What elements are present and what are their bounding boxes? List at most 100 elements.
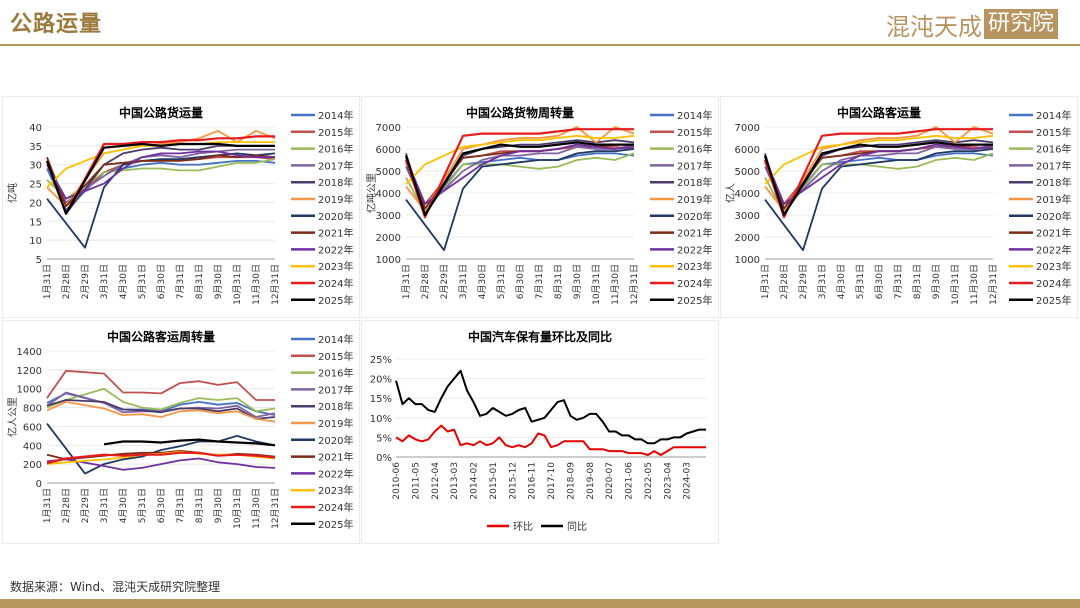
legend-label: 2019年 xyxy=(318,193,353,206)
y-tick-label: 30 xyxy=(29,161,42,172)
legend-label: 2024年 xyxy=(318,501,353,514)
x-tick-label: 8月31日 xyxy=(194,264,205,299)
y-tick-label: 5000 xyxy=(376,167,401,178)
legend-label: 2021年 xyxy=(318,451,353,464)
series-line-2025年 xyxy=(763,141,993,217)
y-tick-label: 4000 xyxy=(376,189,401,200)
x-tick-label: 3月31日 xyxy=(99,488,110,523)
series-line-2022年 xyxy=(46,150,275,200)
x-tick-label: 5月31日 xyxy=(855,264,866,299)
x-tick-label: 3月31日 xyxy=(99,264,110,299)
series-line-2022年 xyxy=(764,143,994,205)
y-tick-label: 1000 xyxy=(376,255,401,266)
chart-freight-turnover: 中国公路货物周转量 1000 2000 3000 4000 5000 6000 7000 亿吨公… xyxy=(365,105,712,307)
series-line-2017年 xyxy=(405,143,635,210)
chart-panel-freight-volume: 中国公路货运量 5 10 15 20 25 30 35 40 亿吨 1月31日 2月28日 2月29日 3… xyxy=(2,96,360,318)
x-tick-label: 2月28日 xyxy=(61,488,72,523)
y-tick-label: 3000 xyxy=(376,211,401,222)
series-line-2025年 xyxy=(404,141,634,217)
x-tick-label: 9月30日 xyxy=(931,264,942,299)
x-tick-label: 6月30日 xyxy=(874,264,885,299)
x-tick-label: 2018-09 xyxy=(566,462,576,500)
legend-label: 2016年 xyxy=(318,143,353,156)
legend-label: 2021年 xyxy=(1036,227,1071,240)
y-tick-label: 1200 xyxy=(17,366,42,377)
legend-label: 2024年 xyxy=(318,277,353,290)
x-tick-label: 12月31日 xyxy=(988,264,999,305)
x-tick-label: 1月31日 xyxy=(760,264,771,299)
x-tick-label: 5月31日 xyxy=(496,264,507,299)
legend-label: 2024年 xyxy=(1036,277,1071,290)
y-tick-label: 600 xyxy=(23,422,42,433)
legend-label: 2025年 xyxy=(1036,294,1071,307)
x-tick-label: 2017-10 xyxy=(547,462,557,500)
y-tick-label: 6000 xyxy=(376,145,401,156)
x-tick-label: 9月30日 xyxy=(572,264,583,299)
x-tick-label: 11月30日 xyxy=(610,264,621,305)
x-tick-label: 2014-02 xyxy=(470,462,480,500)
x-tick-label: 2016-11 xyxy=(528,462,538,500)
legend-label: 2025年 xyxy=(318,518,353,531)
x-tick-label: 9月30日 xyxy=(213,264,224,299)
legend-label: 2022年 xyxy=(318,243,353,256)
series-line-2016年 xyxy=(46,158,276,200)
chart-title: 中国公路客运量 xyxy=(837,105,921,120)
legend-label: 环比 xyxy=(513,521,533,533)
y-axis-label: 亿吨 xyxy=(6,183,19,203)
y-tick-label: 5000 xyxy=(735,167,760,178)
x-tick-label: 2月28日 xyxy=(779,264,790,299)
x-tick-label: 2021-06 xyxy=(625,462,635,500)
x-tick-label: 2023-04 xyxy=(663,462,673,500)
legend-label: 2015年 xyxy=(1036,126,1071,139)
y-tick-label: 2000 xyxy=(376,233,401,244)
y-tick-label: 800 xyxy=(23,404,42,415)
brand-seal: 研究院 xyxy=(983,9,1058,39)
legend-label: 2017年 xyxy=(318,383,353,396)
chart-panel-freight-turnover: 中国公路货物周转量 1000 2000 3000 4000 5000 6000 7000 亿吨公… xyxy=(361,96,719,318)
x-tick-label: 7月31日 xyxy=(175,488,186,523)
x-tick-label: 2月28日 xyxy=(420,264,431,299)
y-tick-label: 2000 xyxy=(735,233,760,244)
x-tick-label: 5月31日 xyxy=(137,488,148,523)
x-tick-label: 1月31日 xyxy=(401,264,412,299)
x-tick-label: 6月30日 xyxy=(156,488,167,523)
x-tick-label: 12月31日 xyxy=(629,264,640,305)
x-tick-label: 11月30日 xyxy=(969,264,980,305)
legend-label: 2018年 xyxy=(318,400,353,413)
y-tick-label: 10 xyxy=(29,236,42,247)
series-line-2016年 xyxy=(46,387,276,413)
series-line-2024年 xyxy=(404,128,634,219)
brand-name: 混沌天成 xyxy=(885,12,982,41)
legend-label: 2014年 xyxy=(318,333,353,346)
x-tick-label: 6月30日 xyxy=(515,264,526,299)
series-line-2015年 xyxy=(46,369,275,401)
legend-label: 2015年 xyxy=(318,126,353,139)
legend-label: 2017年 xyxy=(318,159,353,172)
x-tick-label: 4月30日 xyxy=(118,264,129,299)
legend-label: 2021年 xyxy=(677,227,712,240)
legend-label: 2014年 xyxy=(677,109,712,122)
y-tick-label: 400 xyxy=(23,441,42,452)
x-tick-label: 6月30日 xyxy=(156,264,167,299)
legend-label: 2019年 xyxy=(318,417,353,430)
y-tick-label: 25% xyxy=(370,355,392,366)
legend-label: 2015年 xyxy=(677,126,712,139)
series-line-2017年 xyxy=(46,148,275,204)
legend-label: 2025年 xyxy=(318,294,353,307)
x-tick-label: 2019-08 xyxy=(586,462,596,500)
x-tick-label: 11月30日 xyxy=(251,264,262,305)
y-axis-label: 亿吨公里 xyxy=(365,173,378,213)
x-tick-label: 5月31日 xyxy=(137,264,148,299)
series-line-2019年 xyxy=(46,401,276,423)
series-line-2023年 xyxy=(405,134,635,185)
series-line-环比 xyxy=(395,424,706,456)
x-tick-label: 10月31日 xyxy=(591,264,602,305)
series-line-2018年 xyxy=(46,399,276,420)
series-line-2019年 xyxy=(764,126,994,212)
x-tick-label: 12月31日 xyxy=(270,488,281,529)
y-axis-label: 亿人公里 xyxy=(6,397,19,437)
x-tick-label: 2020-07 xyxy=(605,462,615,500)
legend-label: 2020年 xyxy=(677,210,712,223)
x-tick-label: 2015-12 xyxy=(508,462,518,500)
series-line-2022年 xyxy=(46,457,276,471)
